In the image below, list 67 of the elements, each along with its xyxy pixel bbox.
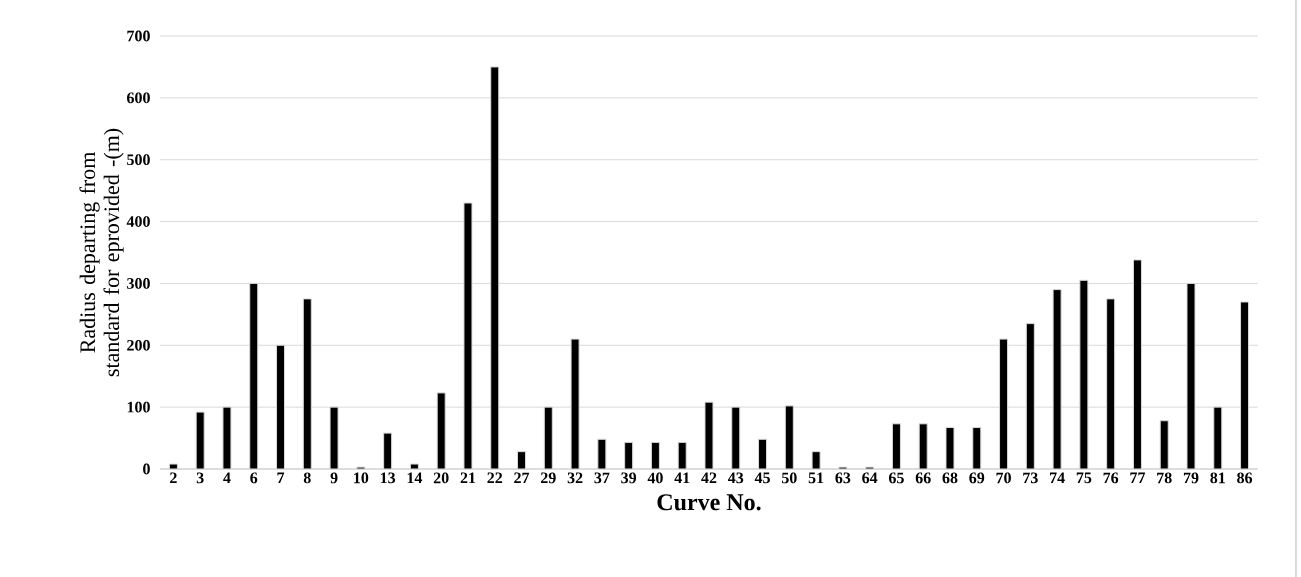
x-tick-label: 74	[1050, 472, 1065, 484]
x-tick-label: 66	[915, 472, 931, 484]
x-tick-label: 42	[701, 472, 717, 484]
y-tick-label: 400	[126, 216, 150, 227]
x-tick-label: 68	[942, 472, 958, 484]
x-tick-label: 81	[1210, 472, 1225, 484]
x-tick-label: 86	[1237, 472, 1253, 484]
x-tick-label: 73	[1023, 472, 1038, 484]
bar	[168, 463, 178, 470]
x-tick-label: 69	[969, 472, 985, 484]
x-tick-label: 77	[1130, 472, 1146, 483]
bar	[1159, 420, 1169, 470]
x-tick-label: 4	[223, 472, 231, 484]
x-tick-label: 14	[407, 472, 423, 484]
y-tick-label: 300	[127, 278, 150, 289]
x-tick-label: 2	[170, 472, 177, 484]
x-tick-label: 76	[1103, 472, 1119, 484]
bar	[624, 441, 634, 470]
x-tick-label: 50	[781, 472, 797, 484]
x-tick-label: 21	[460, 472, 476, 484]
x-tick-label: 79	[1183, 472, 1199, 484]
x-tick-label: 13	[380, 472, 396, 484]
bar	[758, 438, 768, 470]
y-tick-label: 100	[127, 401, 150, 413]
x-tick-label: 65	[888, 472, 904, 484]
x-tick-label: 20	[433, 472, 449, 484]
x-tick-label: 29	[540, 472, 556, 484]
bar	[383, 432, 393, 470]
bar	[517, 451, 527, 470]
x-tick-label: 9	[330, 472, 338, 484]
y-tick-label: 0	[143, 463, 150, 475]
bar	[677, 441, 687, 470]
x-tick-label: 3	[196, 472, 204, 484]
x-tick-label: 22	[487, 472, 503, 484]
bar	[972, 427, 982, 470]
y-tick-label: 500	[127, 154, 150, 166]
x-tick-label: 75	[1076, 472, 1092, 484]
bar	[195, 411, 205, 470]
y-axis-title: Radius departing from standard for eprovided -(m)	[79, 128, 124, 377]
x-tick-label: 8	[303, 472, 311, 484]
x-axis-title: Curve No.	[657, 494, 761, 511]
x-tick-label: 78	[1157, 472, 1172, 484]
x-tick-label: 6	[250, 472, 258, 484]
x-tick-label: 63	[835, 472, 851, 484]
x-tick-label: 51	[808, 472, 824, 484]
x-tick-label: 39	[621, 472, 637, 484]
bar	[945, 427, 955, 470]
x-tick-label: 7	[277, 472, 285, 483]
y-tick-label: 600	[127, 92, 150, 104]
bar	[811, 451, 821, 470]
y-tick-label: 700	[127, 30, 150, 42]
x-tick-label: 70	[996, 472, 1011, 484]
x-tick-label: 45	[754, 472, 770, 484]
x-tick-label: 40	[647, 472, 663, 484]
x-tick-label: 41	[674, 472, 690, 484]
bar	[409, 463, 419, 470]
x-tick-label: 32	[567, 472, 583, 484]
bar	[597, 438, 607, 470]
x-tick-label: 37	[594, 472, 610, 484]
bar	[891, 423, 901, 470]
y-tick-label: 200	[127, 339, 150, 351]
x-tick-label: 43	[727, 472, 744, 484]
x-tick-label: 64	[862, 472, 878, 484]
x-tick-label: 27	[514, 472, 530, 484]
bar	[918, 423, 928, 470]
bar	[650, 441, 660, 470]
x-tick-label: 10	[354, 472, 369, 484]
